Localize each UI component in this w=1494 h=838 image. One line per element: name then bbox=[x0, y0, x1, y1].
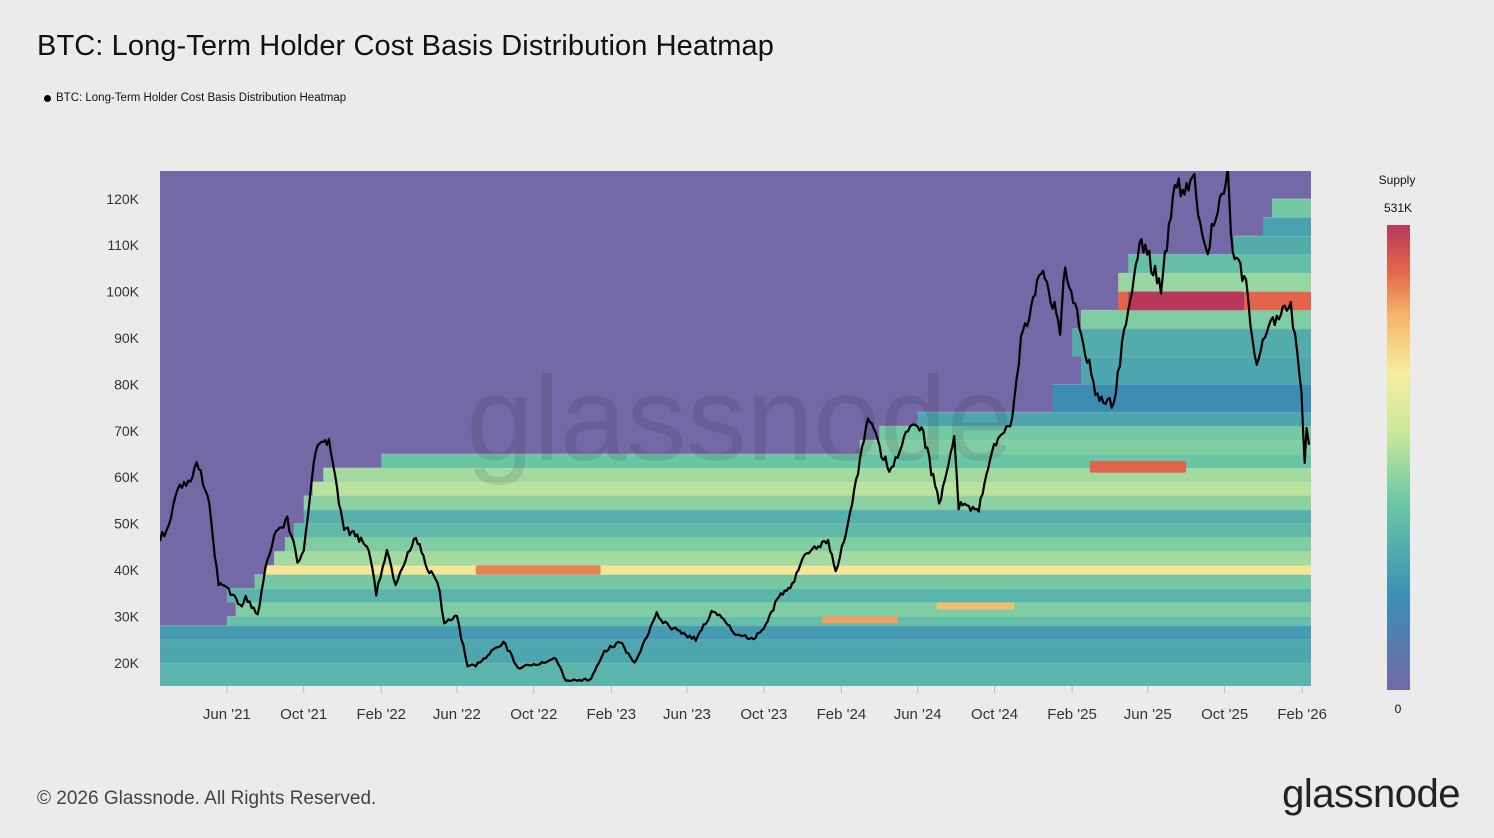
copyright-text: © 2026 Glassnode. All Rights Reserved. bbox=[37, 788, 377, 809]
heatmap-band bbox=[284, 537, 1311, 552]
x-tick-label: Jun '24 bbox=[894, 706, 942, 723]
legend-label: BTC: Long-Term Holder Cost Basis Distrib… bbox=[56, 92, 347, 104]
heatmap-band bbox=[274, 551, 1311, 566]
heatmap-band bbox=[160, 639, 1311, 663]
x-tick-label: Oct '23 bbox=[740, 706, 787, 723]
x-tick-label: Oct '21 bbox=[280, 706, 327, 723]
price-line-layer bbox=[160, 171, 1311, 683]
x-tick-label: Jun '23 bbox=[663, 706, 711, 723]
colorbar-title: Supply bbox=[1379, 173, 1416, 187]
heatmap-band bbox=[1233, 235, 1311, 255]
heatmap-band bbox=[1052, 384, 1311, 413]
colorbar-min-label: 0 bbox=[1395, 702, 1402, 716]
colorbar-max-label: 531K bbox=[1384, 201, 1412, 215]
heatmap-band bbox=[1072, 328, 1311, 357]
y-tick-label: 80K bbox=[114, 376, 140, 392]
heatmap-band bbox=[381, 454, 1311, 468]
heatmap-band bbox=[160, 625, 1311, 640]
legend[interactable]: BTC: Long-Term Holder Cost Basis Distrib… bbox=[44, 92, 346, 104]
heatmap-band bbox=[303, 495, 1311, 510]
heatmap-band bbox=[879, 426, 1311, 441]
y-axis: 20K 30K 40K 50K 60K 70K 80K 90K 100K 110K 120K bbox=[106, 191, 139, 671]
heatmap-band bbox=[917, 412, 1311, 427]
x-tick-label: Jun '25 bbox=[1124, 706, 1172, 723]
heatmap-band bbox=[1080, 310, 1311, 329]
colorbar: Supply 531K 0 bbox=[1379, 173, 1416, 716]
x-tick-label: Feb '26 bbox=[1277, 706, 1327, 723]
watermark: glassnode bbox=[466, 352, 1013, 486]
heatmap-hotspot bbox=[821, 616, 899, 624]
heatmap-hotspot bbox=[936, 602, 1015, 610]
colorbar-gradient bbox=[1387, 225, 1410, 690]
x-axis: Jun '21 Oct '21 Feb '22 Jun '22 Oct '22 Feb '… bbox=[203, 686, 1327, 723]
x-tick-label: Oct '25 bbox=[1201, 706, 1248, 723]
x-tick-label: Feb '23 bbox=[587, 706, 637, 723]
heatmap-hotspot bbox=[1128, 291, 1245, 311]
brand-logo[interactable]: glassnode bbox=[1282, 772, 1460, 816]
heatmap-band bbox=[1271, 198, 1311, 218]
y-tick-label: 60K bbox=[114, 469, 140, 485]
y-tick-label: 70K bbox=[114, 423, 140, 439]
x-tick-label: Jun '22 bbox=[433, 706, 481, 723]
heatmap-band bbox=[859, 440, 1311, 455]
heatmap-band bbox=[323, 467, 1311, 482]
heatmap-cells bbox=[160, 198, 1311, 686]
heatmap-band bbox=[1263, 217, 1311, 236]
x-tick-label: Feb '22 bbox=[356, 706, 406, 723]
y-tick-label: 20K bbox=[114, 655, 140, 671]
x-tick-label: Feb '24 bbox=[817, 706, 867, 723]
price-line bbox=[160, 171, 1311, 683]
y-tick-label: 110K bbox=[107, 237, 139, 253]
chart-title: BTC: Long-Term Holder Cost Basis Distrib… bbox=[37, 30, 775, 62]
heatmap-band bbox=[1080, 356, 1311, 385]
y-tick-label: 90K bbox=[114, 330, 140, 346]
heatmap-hotspot bbox=[475, 565, 601, 575]
heatmap-band bbox=[303, 509, 1311, 524]
y-tick-label: 40K bbox=[114, 562, 140, 578]
heatmap-band bbox=[160, 662, 1311, 686]
heatmap-band bbox=[265, 565, 1311, 575]
x-tick-label: Feb '25 bbox=[1047, 706, 1097, 723]
x-tick-label: Oct '24 bbox=[971, 706, 1018, 723]
y-tick-label: 50K bbox=[114, 516, 140, 532]
heatmap-band bbox=[312, 481, 1311, 496]
heatmap-hotspot bbox=[1089, 460, 1187, 473]
x-tick-label: Oct '22 bbox=[510, 706, 557, 723]
heatmap-band bbox=[1118, 273, 1311, 292]
heatmap-band bbox=[254, 574, 1311, 589]
y-tick-label: 30K bbox=[114, 608, 140, 624]
heatmap-band bbox=[226, 588, 1311, 603]
heatmap-band bbox=[293, 523, 1311, 538]
heatmap-band bbox=[1128, 254, 1311, 274]
legend-marker-icon bbox=[44, 94, 51, 102]
y-tick-label: 120K bbox=[106, 191, 139, 207]
y-tick-label: 100K bbox=[106, 284, 139, 300]
x-tick-label: Jun '21 bbox=[203, 706, 251, 723]
